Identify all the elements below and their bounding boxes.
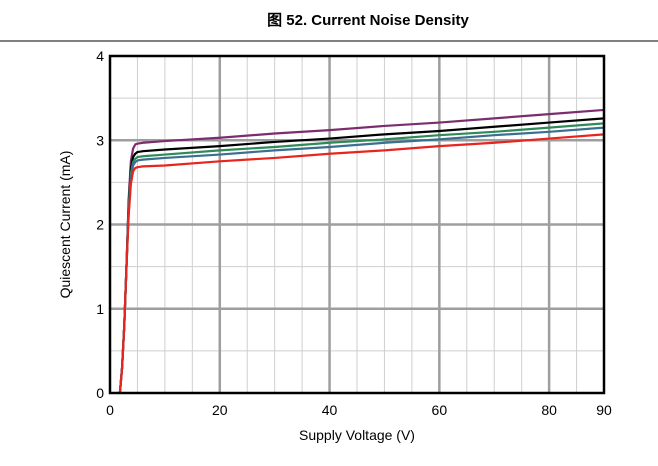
y-tick-label: 3 bbox=[96, 132, 104, 148]
series-line-5 bbox=[118, 133, 606, 395]
x-tick-label: 90 bbox=[596, 402, 612, 418]
x-tick-label: 40 bbox=[322, 402, 338, 418]
x-tick-label: 60 bbox=[432, 402, 448, 418]
x-tick-label: 80 bbox=[541, 402, 557, 418]
plot-frame bbox=[108, 54, 606, 395]
y-tick-label: 0 bbox=[96, 385, 104, 401]
y-axis-label: Quiescent Current (mA) bbox=[57, 151, 73, 299]
y-tick-label: 2 bbox=[96, 217, 104, 233]
grid-lines bbox=[110, 56, 604, 393]
x-tick-label: 0 bbox=[106, 402, 114, 418]
tick-labels: 0 20 40 60 80 90 0 1 2 3 4 bbox=[96, 48, 612, 418]
y-tick-label: 1 bbox=[96, 301, 104, 317]
series-lines bbox=[118, 108, 606, 395]
y-tick-label: 4 bbox=[96, 48, 104, 64]
figure-caption: 图 52. Current Noise Density bbox=[267, 12, 469, 29]
x-tick-label: 20 bbox=[212, 402, 228, 418]
x-axis-label: Supply Voltage (V) bbox=[299, 427, 415, 443]
